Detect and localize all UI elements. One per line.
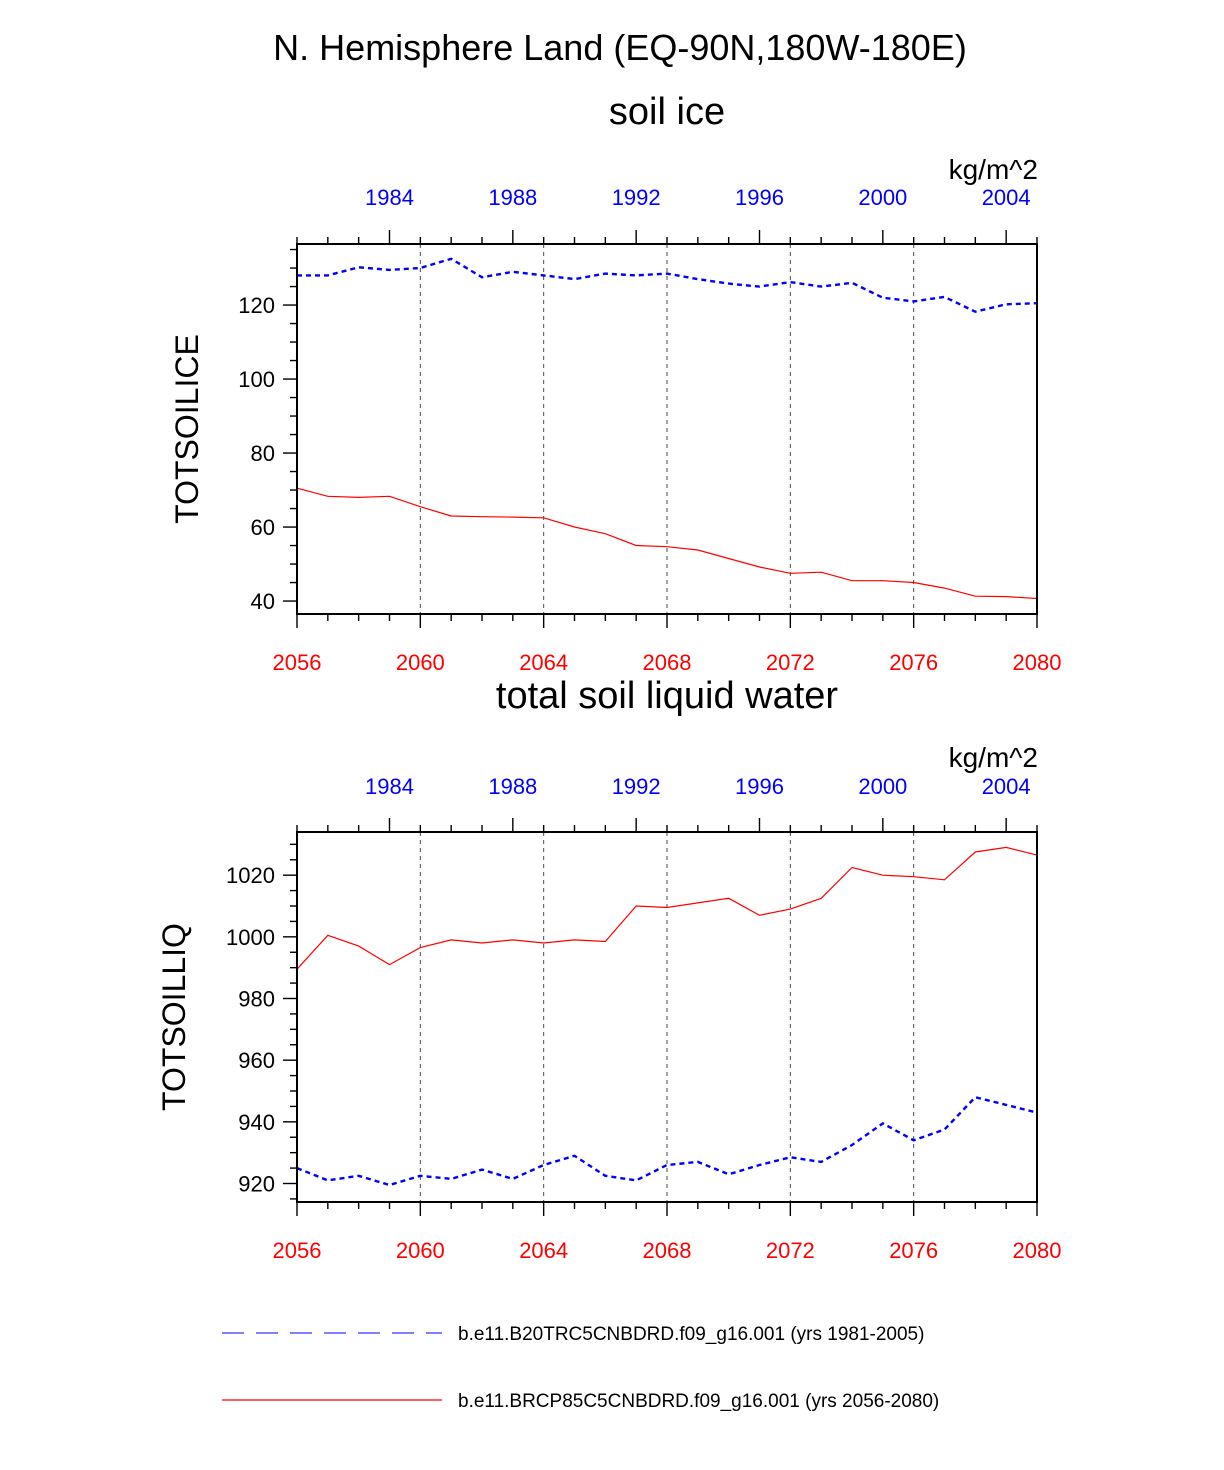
x-top-tick-label: 1996 <box>735 185 784 210</box>
y-tick-label: 960 <box>238 1048 275 1073</box>
legend: b.e11.B20TRC5CNBDRD.f09_g16.001 (yrs 198… <box>222 1324 939 1412</box>
x-bottom-tick-label: 2076 <box>889 1238 938 1263</box>
series-line-future <box>296 487 1038 600</box>
x-top-tick-label: 1988 <box>488 774 537 799</box>
chart-panel-2: total soil liquid water kg/m^2 920 940 960 98… <box>156 675 1061 1263</box>
y-axis-label: TOTSOILICE <box>169 334 205 524</box>
x-bottom-tick-label: 2060 <box>396 650 445 675</box>
x-bottom-tick-label: 2068 <box>643 650 692 675</box>
x-bottom-tick-label: 2064 <box>519 650 568 675</box>
x-top-tick-label: 1984 <box>365 185 414 210</box>
x-top-tick-label: 2000 <box>858 185 907 210</box>
panel-title: total soil liquid water <box>496 675 839 717</box>
y-tick-label: 80 <box>251 441 275 466</box>
y-tick-label: 100 <box>238 367 275 392</box>
series-line-control <box>296 1095 1038 1187</box>
x-top-tick-label: 2004 <box>982 185 1031 210</box>
x-top-tick-label: 2000 <box>858 774 907 799</box>
x-top-tick-label: 1988 <box>488 185 537 210</box>
x-bottom-tick-label: 2056 <box>273 650 322 675</box>
series-line-future <box>296 846 1038 970</box>
y-tick-label: 940 <box>238 1110 275 1135</box>
x-bottom-tick-label: 2056 <box>273 1238 322 1263</box>
x-bottom-tick-label: 2064 <box>519 1238 568 1263</box>
x-bottom-tick-label: 2080 <box>1013 650 1062 675</box>
x-bottom-tick-label: 2068 <box>643 1238 692 1263</box>
series-line-control <box>297 257 1038 313</box>
x-bottom-tick-label: 2072 <box>766 1238 815 1263</box>
legend-label: b.e11.BRCP85C5CNBDRD.f09_g16.001 (yrs 20… <box>458 1391 939 1412</box>
x-top-tick-label: 1996 <box>735 774 784 799</box>
x-bottom-tick-label: 2076 <box>889 650 938 675</box>
main-title: N. Hemisphere Land (EQ-90N,180W-180E) <box>273 27 967 68</box>
x-top-tick-label: 2004 <box>982 774 1031 799</box>
y-tick-label: 60 <box>251 515 275 540</box>
x-bottom-tick-label: 2060 <box>396 1238 445 1263</box>
y-axis-label: TOTSOILLIQ <box>156 923 192 1111</box>
y-tick-label: 40 <box>251 589 275 614</box>
x-top-tick-label: 1984 <box>365 774 414 799</box>
y-tick-label: 120 <box>238 293 275 318</box>
y-tick-label: 980 <box>238 987 275 1012</box>
panel-title: soil ice <box>609 91 725 133</box>
chart-panels: soil ice kg/m^2 40 60 80 100 120 TOTSOILICE 2056… <box>156 91 1061 1263</box>
y-tick-label: 1020 <box>226 863 275 888</box>
x-top-tick-label: 1992 <box>612 185 661 210</box>
x-bottom-tick-label: 2080 <box>1013 1238 1062 1263</box>
y-tick-label: 1000 <box>226 925 275 950</box>
legend-label: b.e11.B20TRC5CNBDRD.f09_g16.001 (yrs 198… <box>458 1324 924 1345</box>
units-label: kg/m^2 <box>949 154 1038 185</box>
chart-panel-1: soil ice kg/m^2 40 60 80 100 120 TOTSOILICE 2056… <box>169 91 1061 675</box>
y-tick-label: 920 <box>238 1172 275 1197</box>
x-bottom-tick-label: 2072 <box>766 650 815 675</box>
x-top-tick-label: 1992 <box>612 774 661 799</box>
units-label: kg/m^2 <box>949 742 1038 773</box>
